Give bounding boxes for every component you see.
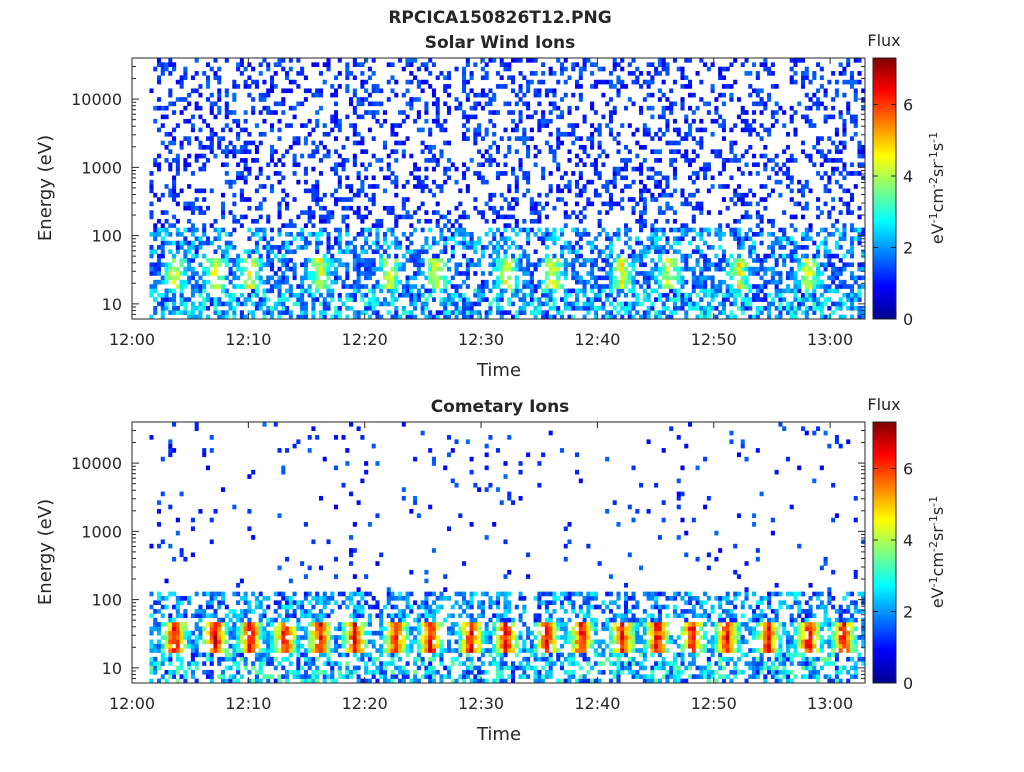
x-axis-label-cometary: Time xyxy=(476,724,521,745)
panel-title-cometary: Cometary Ions xyxy=(431,397,570,417)
colorbar-tick-label: 6 xyxy=(903,95,913,114)
colorbar-tick-label: 4 xyxy=(903,531,913,550)
heatmap-cells-cometary xyxy=(149,422,865,683)
y-axis-label-cometary: Energy (eV) xyxy=(35,499,56,605)
colorbar-unit-cometary: eV-1cm-2sr-1s-1 xyxy=(927,496,948,608)
colorbar-tick-label: 4 xyxy=(903,167,913,186)
x-tick-label: 13:00 xyxy=(807,694,853,713)
colorbar-tick-label: 2 xyxy=(903,602,913,621)
y-axis-label-solar-wind: Energy (eV) xyxy=(35,135,56,241)
colorbar-cometary xyxy=(873,422,896,683)
x-tick-label: 12:30 xyxy=(458,694,504,713)
colorbar-tick-label: 2 xyxy=(903,238,913,257)
x-tick-label: 12:00 xyxy=(109,330,155,349)
y-tick-label: 100 xyxy=(91,591,122,610)
panel-title-solar-wind: Solar Wind Ions xyxy=(425,33,576,53)
x-tick-label: 12:40 xyxy=(574,330,620,349)
x-axis-label-solar-wind: Time xyxy=(476,360,521,381)
y-tick-label: 1000 xyxy=(81,158,122,177)
cometary-panel: Cometary Ions 12:00 12:10 12:20 12:30 12:40 1… xyxy=(35,395,947,745)
x-tick-label: 12:20 xyxy=(342,330,388,349)
solar-wind-panel: Solar Wind Ions 12:00 12:10 12:20 12:30 12:4… xyxy=(35,31,947,381)
colorbar-tick-label: 6 xyxy=(903,459,913,478)
x-tick-label: 12:50 xyxy=(691,330,737,349)
x-tick-label: 12:10 xyxy=(225,694,271,713)
x-tick-label: 12:40 xyxy=(574,694,620,713)
x-tick-label: 12:20 xyxy=(342,694,388,713)
y-tick-label: 10000 xyxy=(71,90,122,109)
figure-title: RPCICA150826T12.PNG xyxy=(388,8,611,28)
y-tick-label: 10 xyxy=(102,659,122,678)
y-tick-label: 10 xyxy=(102,295,122,314)
x-tick-label: 12:00 xyxy=(109,694,155,713)
x-tick-label: 12:50 xyxy=(691,694,737,713)
y-tick-label: 1000 xyxy=(81,522,122,541)
colorbar-tick-label: 0 xyxy=(903,310,913,329)
y-tick-label: 10000 xyxy=(71,454,122,473)
colorbar-solar-wind xyxy=(873,58,896,319)
x-tick-label: 12:10 xyxy=(225,330,271,349)
x-tick-label: 12:30 xyxy=(458,330,504,349)
colorbar-tick-label: 0 xyxy=(903,674,913,693)
y-tick-label: 100 xyxy=(91,227,122,246)
heatmap-cells-solar-wind xyxy=(149,58,865,319)
x-tick-label: 13:00 xyxy=(807,330,853,349)
colorbar-unit-solar-wind: eV-1cm-2sr-1s-1 xyxy=(927,132,948,244)
colorbar-title-cometary: Flux xyxy=(867,395,900,414)
colorbar-title-solar-wind: Flux xyxy=(867,31,900,50)
